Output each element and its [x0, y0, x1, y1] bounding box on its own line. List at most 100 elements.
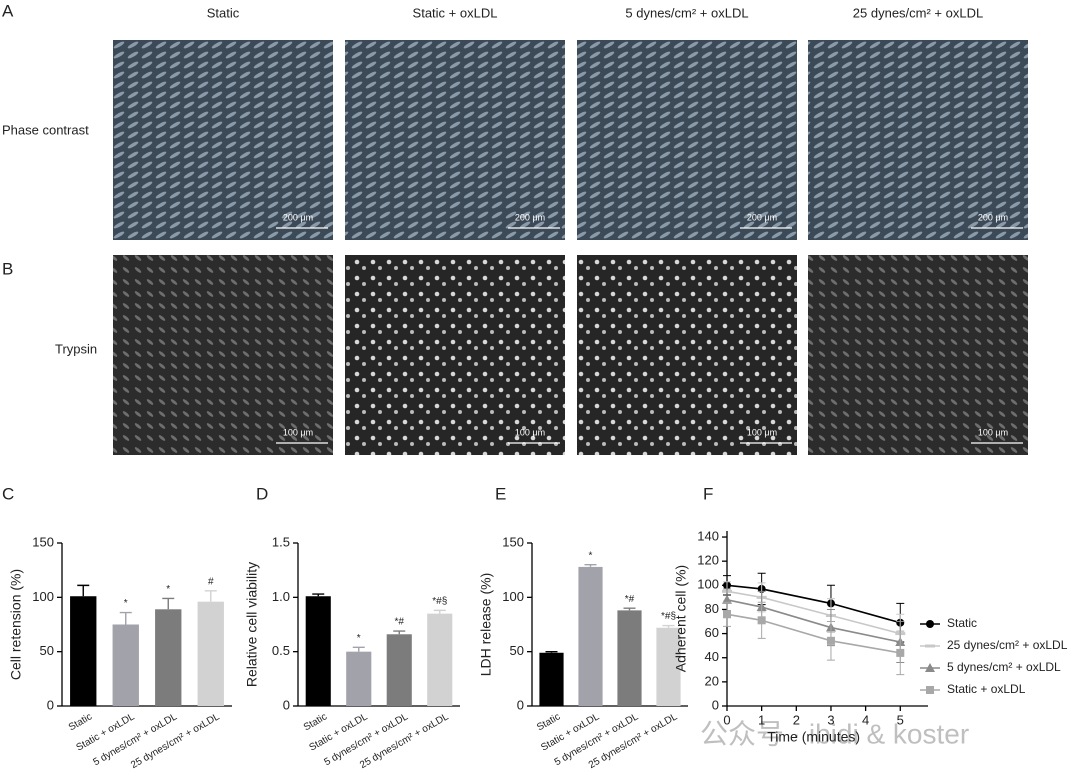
- marker: [896, 648, 905, 657]
- x-axis-label: Time (minutes): [767, 729, 860, 745]
- bar: [539, 652, 564, 706]
- legend-label: 25 dynes/cm² + oxLDL: [947, 638, 1068, 652]
- y-tick-label: 100: [697, 577, 719, 592]
- scale-bar-label: 200 μm: [515, 212, 545, 222]
- y-axis-label: Relative cell viability: [244, 562, 260, 687]
- scale-bars: [276, 227, 1023, 444]
- y-tick-label: 1.0: [272, 589, 290, 604]
- y-tick-label: 0.5: [272, 643, 290, 658]
- significance-label: *#: [395, 617, 405, 628]
- image: [808, 40, 1028, 240]
- error-bar: [162, 597, 175, 610]
- marker: [722, 594, 732, 604]
- y-tick-label: 0: [47, 697, 54, 712]
- significance-label: *#§: [661, 611, 676, 622]
- x-tick-label: 1: [758, 712, 765, 727]
- scale-bar-label: 100 μm: [283, 427, 313, 437]
- error-bar: [584, 564, 597, 567]
- error-bar: [312, 593, 325, 597]
- y-tick-label: 150: [502, 534, 524, 549]
- x-tick-label: Static: [67, 711, 94, 733]
- panel-label: D: [256, 484, 268, 503]
- error-bar: [119, 611, 132, 625]
- y-axis-label: Cell retension (%): [8, 569, 24, 680]
- significance-label: *: [357, 633, 361, 644]
- error-bar: [393, 630, 406, 635]
- y-tick-label: 80: [705, 601, 719, 616]
- error-bar: [77, 584, 90, 597]
- scale-bar-label: 100 μm: [747, 427, 777, 437]
- image: [577, 255, 797, 455]
- panel-label: F: [703, 484, 713, 503]
- error-bar: [623, 607, 636, 611]
- panel-label: A: [2, 1, 14, 20]
- image: [113, 40, 333, 240]
- column-header: Static + oxLDL: [413, 5, 498, 20]
- marker: [757, 616, 766, 625]
- bar: [346, 651, 372, 706]
- scale-bar-labels: 200 μm 200 μm 200 μm 200 μm 100 μm 100 μ…: [283, 212, 1008, 437]
- y-tick-label: 0: [517, 697, 524, 712]
- y-tick-label: 140: [697, 528, 719, 543]
- bar: [155, 609, 182, 706]
- bar: [656, 627, 681, 706]
- image: [577, 40, 797, 240]
- image: [113, 255, 333, 455]
- column-header: Static: [207, 5, 240, 20]
- x-tick-label: 4: [862, 712, 869, 727]
- scale-bar-label: 100 μm: [978, 427, 1008, 437]
- panel-label: C: [2, 484, 14, 503]
- marker: [925, 663, 935, 672]
- error-bar: [662, 624, 675, 628]
- y-axis-label: Adherent cell (%): [673, 565, 689, 672]
- marker: [723, 610, 731, 619]
- significance-label: *#: [625, 594, 635, 605]
- image: [345, 40, 565, 240]
- error-bar: [204, 590, 217, 602]
- bar: [112, 624, 139, 706]
- bar: [427, 613, 453, 706]
- scale-bar-label: 200 μm: [283, 212, 313, 222]
- x-tick-label: 2: [793, 712, 800, 727]
- y-tick-label: 150: [32, 534, 54, 549]
- bar: [386, 634, 412, 706]
- error-bar: [352, 646, 365, 652]
- marker: [926, 686, 934, 694]
- y-tick-label: 100: [502, 589, 524, 604]
- x-tick-label: 3: [827, 712, 834, 727]
- scale-bar-label: 200 μm: [978, 212, 1008, 222]
- bar: [197, 601, 224, 706]
- watermark: 公众号 · ibidi & koster: [700, 718, 969, 749]
- y-tick-label: 50: [510, 643, 524, 658]
- error-bar: [433, 609, 446, 614]
- legend-label: Static + oxLDL: [947, 682, 1026, 696]
- y-tick-label: 0: [283, 697, 290, 712]
- row-label: Trypsin: [55, 341, 97, 356]
- significance-label: *: [589, 550, 593, 561]
- significance-label: *: [124, 598, 128, 609]
- y-tick-label: 120: [697, 553, 719, 568]
- y-tick-label: 1.5: [272, 534, 290, 549]
- panel-label: B: [2, 259, 13, 278]
- bar: [617, 610, 642, 706]
- row-label: Phase contrast: [2, 122, 89, 137]
- legend-label: Static: [947, 616, 977, 630]
- y-tick-label: 100: [32, 589, 54, 604]
- microscopy-images: [113, 40, 1028, 455]
- marker: [925, 644, 935, 648]
- bar: [578, 566, 603, 706]
- y-tick-label: 50: [40, 643, 54, 658]
- x-tick-label: 0: [723, 712, 730, 727]
- y-tick-label: 20: [705, 673, 719, 688]
- scale-bar-label: 200 μm: [747, 212, 777, 222]
- bar: [70, 596, 97, 706]
- image: [808, 255, 1028, 455]
- line: [726, 584, 901, 624]
- marker: [926, 620, 934, 628]
- line: [726, 590, 901, 635]
- significance-label: *: [166, 584, 170, 595]
- image: [345, 255, 565, 455]
- column-header: 5 dynes/cm² + oxLDL: [625, 5, 748, 20]
- scale-bar-label: 100 μm: [515, 427, 545, 437]
